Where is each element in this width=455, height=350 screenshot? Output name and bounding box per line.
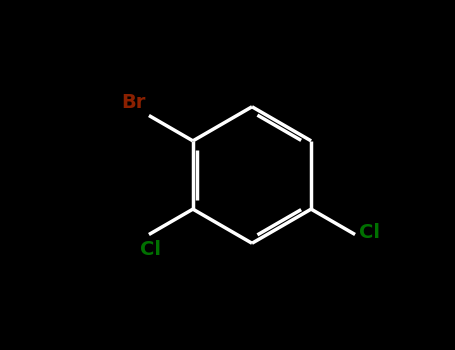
Text: Br: Br [121, 93, 146, 112]
Text: Cl: Cl [359, 223, 379, 242]
Text: Cl: Cl [140, 240, 161, 259]
